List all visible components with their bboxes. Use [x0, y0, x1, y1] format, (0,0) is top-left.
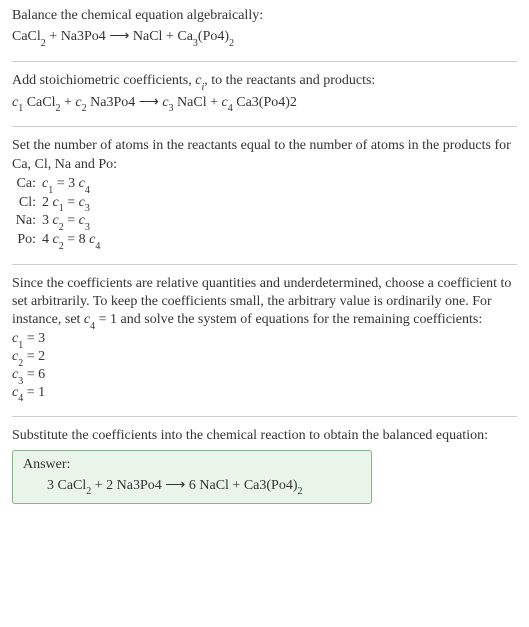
- cs: 2: [18, 358, 23, 369]
- cs: 3: [85, 222, 90, 233]
- arrow-glyph: ⟶: [109, 29, 129, 44]
- plus: +: [166, 29, 177, 44]
- plus: +: [64, 95, 75, 110]
- arrow-glyph: ⟶: [165, 478, 185, 493]
- mid: = 8: [64, 232, 89, 247]
- plus: +: [49, 29, 60, 44]
- atoms-intro: Set the number of atoms in the reactants…: [12, 137, 517, 173]
- divider: [12, 416, 517, 417]
- solution-row: c4 = 1: [12, 385, 517, 403]
- atom-label: Na:: [14, 213, 42, 231]
- t: 3 CaCl: [47, 478, 86, 493]
- cs: 1: [48, 185, 53, 196]
- arrow-glyph: ⟶: [139, 95, 159, 110]
- c: c: [53, 195, 59, 210]
- t: 6 NaCl + Ca3(Po4): [185, 478, 297, 493]
- term-tail: (Po4): [198, 29, 229, 44]
- cs: 2: [59, 241, 64, 252]
- answer-box: Answer: 3 CaCl2 + 2 Na3Po4 ⟶ 6 NaCl + Ca…: [12, 450, 372, 505]
- term-nacl: NaCl: [133, 29, 163, 44]
- atom-eq: 3 c2 = c3: [42, 213, 517, 231]
- s: 2: [86, 486, 91, 497]
- atom-label: Cl:: [14, 195, 42, 213]
- cs: 1: [59, 203, 64, 214]
- title-text: Balance the chemical equation algebraica…: [12, 8, 263, 23]
- val: = 2: [23, 349, 45, 364]
- stoich-intro: Add stoichiometric coefficients, ci, to …: [12, 72, 517, 92]
- term-text: CaCl: [12, 29, 41, 44]
- c4: c: [222, 95, 228, 110]
- cs: 3: [85, 203, 90, 214]
- atom-eq: 2 c1 = c3: [42, 195, 517, 213]
- stoich-equation: c1 CaCl2 + c2 Na3Po4 ⟶ c3 NaCl + c4 Ca3(…: [12, 94, 517, 113]
- n: 3: [42, 213, 53, 228]
- text: , to the reactants and products:: [204, 73, 375, 88]
- val: = 6: [23, 367, 45, 382]
- arrow: ⟶: [109, 29, 133, 44]
- c: c: [79, 195, 85, 210]
- val: = 1: [23, 385, 45, 400]
- cs: 4: [85, 185, 90, 196]
- atom-label: Po:: [14, 232, 42, 250]
- cs: 2: [59, 222, 64, 233]
- solution-row: c1 = 3: [12, 331, 517, 349]
- term-na3po4: Na3Po4: [61, 29, 106, 44]
- term-sub: 2: [41, 38, 46, 49]
- c: c: [79, 176, 85, 191]
- arrow: ⟶: [139, 95, 163, 110]
- c: c: [79, 213, 85, 228]
- plus: +: [210, 95, 221, 110]
- n: 4: [42, 232, 53, 247]
- c: c: [53, 232, 59, 247]
- cs: 1: [18, 340, 23, 351]
- c3: c: [162, 95, 168, 110]
- c3-sub: 3: [169, 103, 174, 114]
- solution-row: c3 = 6: [12, 367, 517, 385]
- s: 2: [297, 486, 302, 497]
- mid: =: [64, 195, 79, 210]
- sub: 2: [56, 103, 61, 114]
- mid: = 3: [53, 176, 78, 191]
- val: = 3: [23, 331, 45, 346]
- balance-title: Balance the chemical equation algebraica…: [12, 8, 517, 24]
- answer-label: Answer:: [23, 457, 361, 473]
- term-sub: 3: [193, 38, 198, 49]
- c1-sub: 1: [18, 103, 23, 114]
- text: = 1 and solve the system of equations fo…: [95, 312, 482, 327]
- answer-equation: 3 CaCl2 + 2 Na3Po4 ⟶ 6 NaCl + Ca3(Po4)2: [23, 477, 361, 496]
- mid: =: [64, 213, 79, 228]
- c2: c: [75, 95, 81, 110]
- cs: 4: [18, 393, 23, 404]
- atom-balance-table: Ca: c1 = 3 c4 Cl: 2 c1 = c3 Na: 3 c2 = c…: [14, 176, 517, 250]
- n: 2: [42, 195, 53, 210]
- cs: 4: [90, 321, 95, 332]
- c: c: [53, 213, 59, 228]
- atom-label: Ca:: [14, 176, 42, 194]
- choose-text: Since the coefficients are relative quan…: [12, 275, 517, 331]
- unbalanced-equation: CaCl2 + Na3Po4 ⟶ NaCl + Ca3(Po4)2: [12, 28, 517, 47]
- term-ca3po42: Ca3(Po4)2: [177, 29, 234, 44]
- substitute-text: Substitute the coefficients into the che…: [12, 427, 517, 445]
- divider: [12, 264, 517, 265]
- term-cacl2: CaCl2: [12, 29, 46, 44]
- term: Na3Po4: [90, 95, 135, 110]
- term-text: Ca: [177, 29, 193, 44]
- c2-sub: 2: [82, 103, 87, 114]
- cs: 4: [95, 241, 100, 252]
- atom-eq: c1 = 3 c4: [42, 176, 517, 194]
- solutions-list: c1 = 3 c2 = 2 c3 = 6 c4 = 1: [12, 331, 517, 402]
- term: CaCl: [27, 95, 56, 110]
- term: NaCl: [177, 95, 207, 110]
- text: Add stoichiometric coefficients,: [12, 73, 195, 88]
- c4-sub: 4: [228, 103, 233, 114]
- term-tail-sub: 2: [229, 38, 234, 49]
- atom-eq: 4 c2 = 8 c4: [42, 232, 517, 250]
- solution-row: c2 = 2: [12, 349, 517, 367]
- divider: [12, 61, 517, 62]
- ci-sub: i: [201, 82, 204, 93]
- t: + 2 Na3Po4: [91, 478, 165, 493]
- divider: [12, 126, 517, 127]
- cs: 3: [18, 376, 23, 387]
- term: Ca3(Po4)2: [236, 95, 297, 110]
